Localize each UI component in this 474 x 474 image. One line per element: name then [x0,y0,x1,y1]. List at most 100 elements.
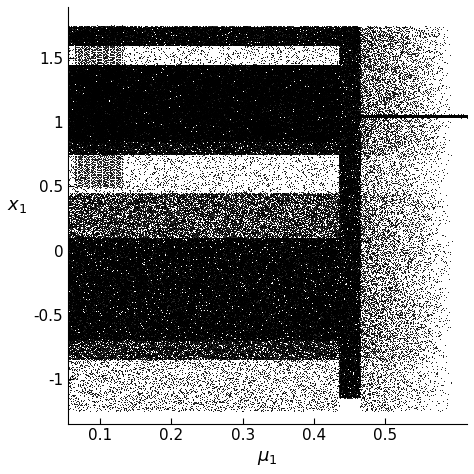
Point [190,324,198,331]
Point [277,334,284,341]
Point [299,316,306,324]
Point [124,270,131,278]
Point [239,250,246,258]
Point [320,287,328,295]
Point [330,62,338,69]
Point [199,259,207,267]
Point [255,319,263,326]
Point [274,333,282,340]
Point [196,111,203,118]
Point [151,210,159,217]
Point [141,111,149,118]
Point [243,402,250,410]
Point [164,335,172,342]
Point [115,273,122,281]
Point [354,55,361,63]
Point [82,192,90,200]
Point [125,219,132,227]
Point [79,331,87,339]
Point [373,356,381,364]
Point [103,336,110,343]
Point [156,303,164,310]
Point [256,287,264,295]
Point [161,339,168,346]
Point [136,212,144,220]
Point [168,86,176,93]
Point [199,267,207,275]
Point [175,314,183,322]
Point [274,102,282,110]
Point [64,78,72,86]
Point [151,258,158,266]
Point [133,155,140,163]
Point [199,350,206,357]
Point [65,81,73,89]
Point [164,106,171,114]
Point [193,272,201,280]
Point [279,150,286,157]
Point [133,241,141,249]
Point [138,146,146,153]
Point [347,338,355,346]
Point [282,127,290,135]
Point [279,271,287,279]
Point [374,301,382,309]
Point [146,342,154,350]
Point [183,105,191,112]
Point [336,351,344,359]
Point [325,249,333,256]
Point [160,124,168,132]
Point [70,125,77,133]
Point [191,237,199,245]
Point [291,65,298,73]
Point [314,315,322,322]
Point [209,309,216,317]
Point [65,334,73,341]
Point [71,126,78,133]
Point [200,257,207,264]
Point [342,111,349,119]
Point [107,79,115,87]
Point [107,105,115,112]
Point [155,236,163,243]
Point [81,72,89,80]
Point [101,63,109,70]
Point [271,304,278,311]
Point [225,340,233,348]
Point [386,209,394,216]
Point [89,33,96,41]
Point [171,125,178,133]
Point [292,120,300,128]
Point [235,271,243,278]
Point [261,87,268,94]
Point [207,272,215,280]
Point [335,126,343,133]
Point [316,93,323,100]
Point [145,41,153,49]
Point [133,311,141,319]
Point [338,180,346,187]
Point [243,323,250,330]
Point [111,193,118,201]
Point [207,302,215,310]
Point [270,234,277,242]
Point [260,322,267,330]
Point [97,78,105,85]
Point [201,251,209,259]
Point [276,105,283,112]
Point [107,26,115,34]
Point [267,232,275,240]
Point [210,133,218,140]
Point [243,298,250,306]
Point [289,65,297,73]
Point [157,102,164,109]
Point [131,117,139,125]
Point [311,26,319,33]
Point [86,326,93,333]
Point [126,98,134,106]
Point [123,132,131,139]
Point [276,256,283,264]
Point [329,343,337,350]
Point [152,244,159,252]
Point [132,277,139,285]
